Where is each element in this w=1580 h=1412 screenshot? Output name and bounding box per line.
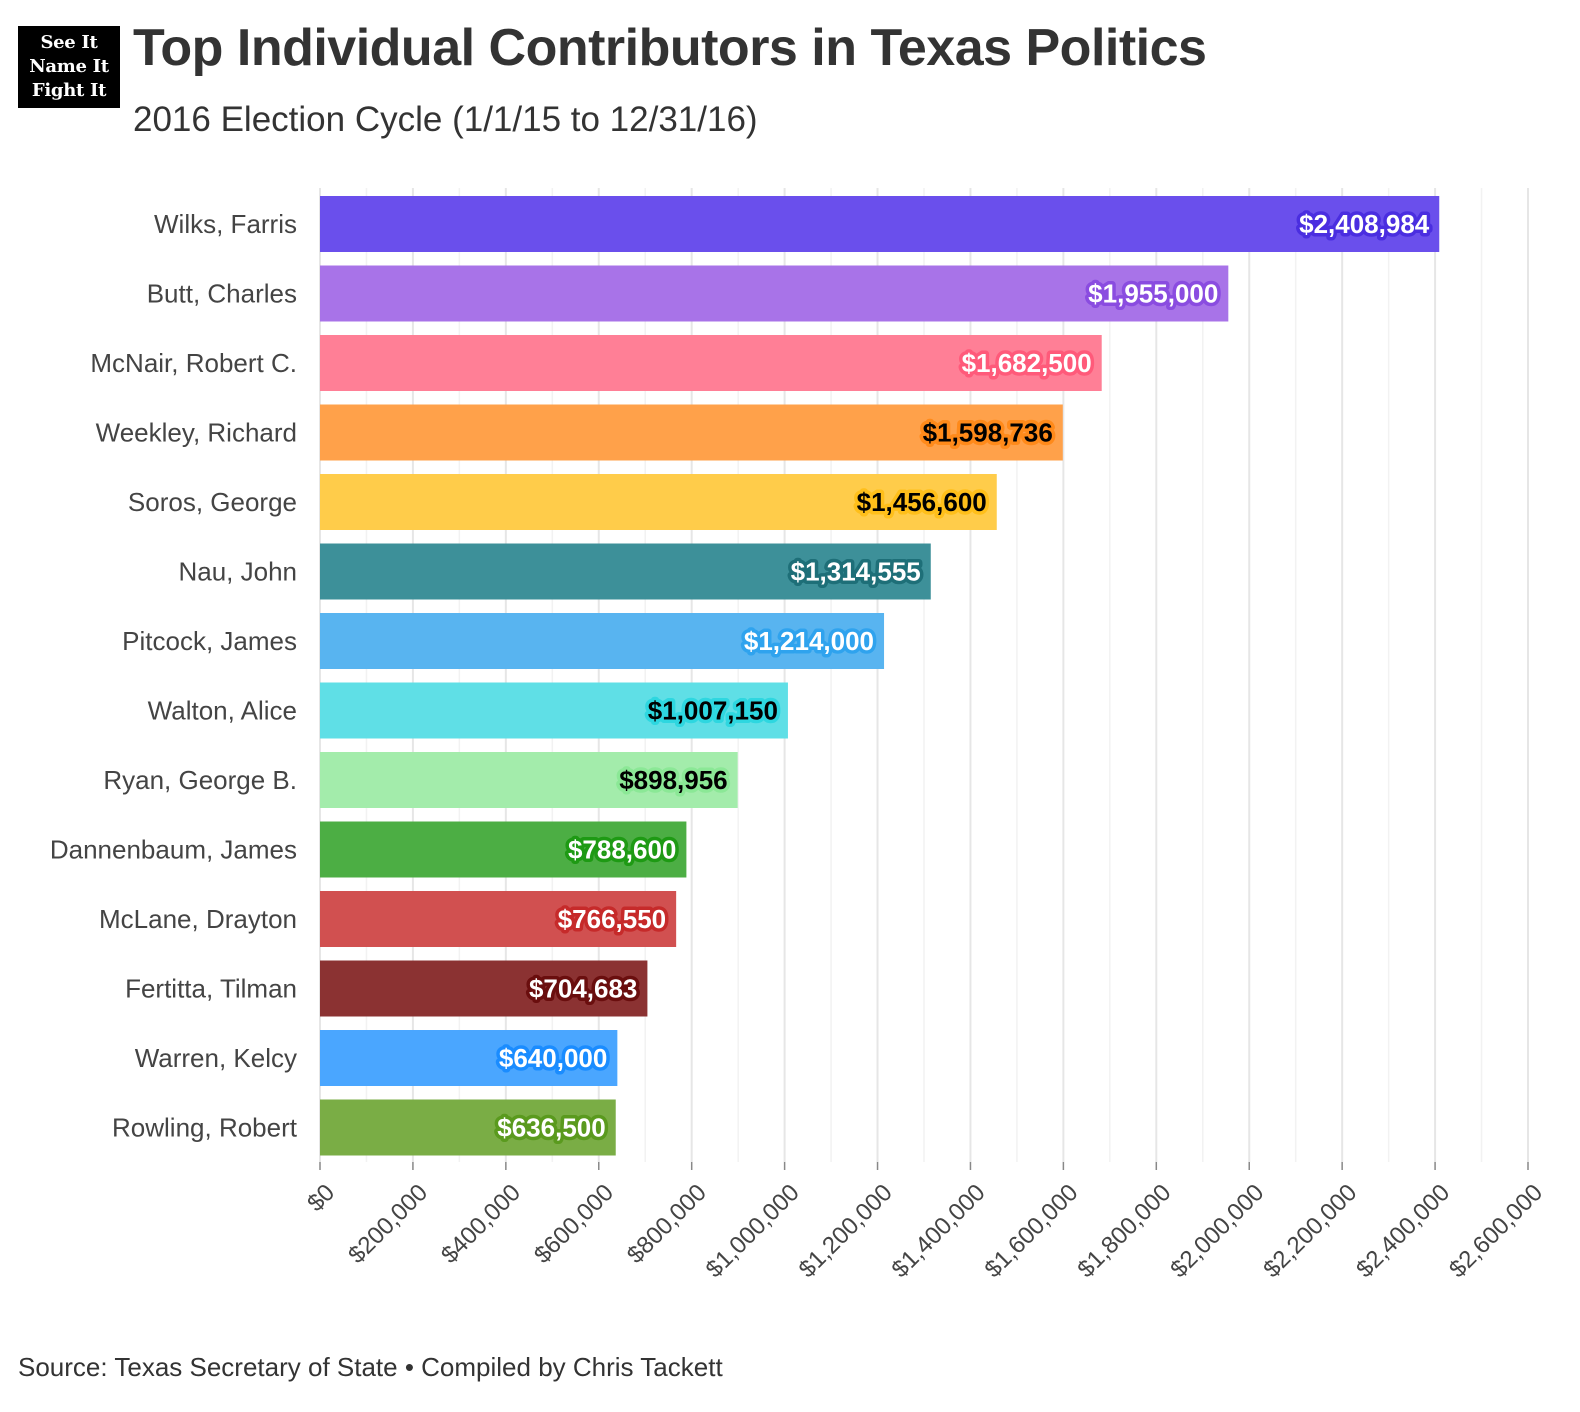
logo: See It Name It Fight It bbox=[18, 26, 120, 108]
x-axis-tick-label: $800,000 bbox=[622, 1179, 712, 1269]
x-axis-tick-label: $0 bbox=[302, 1179, 340, 1217]
y-axis-category-label: Warren, Kelcy bbox=[135, 1043, 297, 1073]
logo-line-2: Name It bbox=[29, 56, 109, 77]
bar-value-label: $636,500 bbox=[497, 1113, 605, 1143]
bar bbox=[320, 682, 788, 739]
y-axis-category-label: Pitcock, James bbox=[122, 626, 297, 656]
y-axis-category-label: McNair, Robert C. bbox=[90, 348, 297, 378]
bar-value-label: $1,456,600 bbox=[857, 487, 987, 517]
chart-subtitle: 2016 Election Cycle (1/1/15 to 12/31/16) bbox=[133, 100, 758, 139]
bar bbox=[320, 1030, 618, 1086]
x-axis: $0 $200,000 $400,000 $600,000 $800,000$1,000… bbox=[302, 1162, 1548, 1283]
bar bbox=[320, 474, 997, 530]
bar bbox=[320, 891, 677, 947]
bar-value-label: $1,314,555 bbox=[791, 557, 921, 587]
x-axis-tick-label: $1,000,000 bbox=[701, 1179, 805, 1283]
x-axis-tick-label: $2,000,000 bbox=[1165, 1179, 1269, 1283]
bar-value-label: $1,682,500 bbox=[962, 348, 1092, 378]
y-axis-category-label: Wilks, Farris bbox=[154, 209, 297, 239]
bar-value-label: $1,214,000 bbox=[744, 626, 874, 656]
bar bbox=[320, 960, 648, 1017]
bar bbox=[320, 196, 1440, 252]
y-axis-category-label: Walton, Alice bbox=[148, 696, 297, 726]
bar bbox=[320, 543, 931, 600]
y-axis-category-label: Fertitta, Tilman bbox=[125, 974, 297, 1004]
x-axis-tick-label: $1,800,000 bbox=[1072, 1179, 1176, 1283]
logo-line-1: See It bbox=[40, 32, 98, 53]
bar-value-label: $704,683 bbox=[529, 974, 637, 1004]
y-axis-category-label: Butt, Charles bbox=[147, 279, 297, 309]
bar bbox=[320, 752, 738, 808]
x-axis-tick-label: $2,200,000 bbox=[1258, 1179, 1362, 1283]
x-axis-tick-label: $400,000 bbox=[436, 1179, 526, 1269]
bar-value-label: $1,598,736 bbox=[923, 418, 1053, 448]
y-axis-category-label: Dannenbaum, James bbox=[50, 835, 297, 865]
logo-line-3: Fight It bbox=[31, 80, 107, 101]
bar bbox=[320, 335, 1102, 391]
bar-value-label: $2,408,984 bbox=[1299, 209, 1430, 239]
bars: $2,408,984 $1,955,000 $1,682,500 $1,598,736… bbox=[320, 196, 1440, 1156]
bar-value-label: $766,550 bbox=[558, 904, 666, 934]
x-axis-tick-label: $2,400,000 bbox=[1351, 1179, 1455, 1283]
bar bbox=[320, 1099, 616, 1156]
bar-value-label: $640,000 bbox=[499, 1043, 607, 1073]
chart-title: Top Individual Contributors in Texas Pol… bbox=[133, 19, 1207, 77]
bar-value-label: $788,600 bbox=[568, 835, 676, 865]
x-axis-tick-label: $1,400,000 bbox=[887, 1179, 991, 1283]
y-axis-category-label: McLane, Drayton bbox=[99, 904, 297, 934]
bar-chart: $2,408,984 $1,955,000 $1,682,500 $1,598,736… bbox=[50, 188, 1548, 1283]
y-axis-category-label: Rowling, Robert bbox=[112, 1113, 298, 1143]
bar bbox=[320, 613, 885, 669]
y-axis-labels: Wilks, Farris Butt, Charles McNair, Robert… bbox=[50, 209, 298, 1143]
x-axis-tick-label: $2,600,000 bbox=[1444, 1179, 1548, 1283]
bar bbox=[320, 404, 1063, 461]
x-axis-tick-label: $1,200,000 bbox=[794, 1179, 898, 1283]
y-axis-category-label: Ryan, George B. bbox=[103, 765, 297, 795]
y-axis-category-label: Weekley, Richard bbox=[96, 418, 297, 448]
y-axis-category-label: Soros, George bbox=[128, 487, 297, 517]
source-caption: Source: Texas Secretary of State • Compi… bbox=[18, 1352, 723, 1382]
bar-value-label: $898,956 bbox=[619, 765, 727, 795]
x-axis-tick-label: $600,000 bbox=[529, 1179, 619, 1269]
bar bbox=[320, 265, 1229, 322]
bar bbox=[320, 821, 687, 878]
bar-value-label: $1,007,150 bbox=[648, 696, 778, 726]
x-axis-tick-label: $1,600,000 bbox=[979, 1179, 1083, 1283]
bar-value-label: $1,955,000 bbox=[1088, 279, 1218, 309]
x-axis-tick-label: $200,000 bbox=[343, 1179, 433, 1269]
y-axis-category-label: Nau, John bbox=[178, 557, 297, 587]
